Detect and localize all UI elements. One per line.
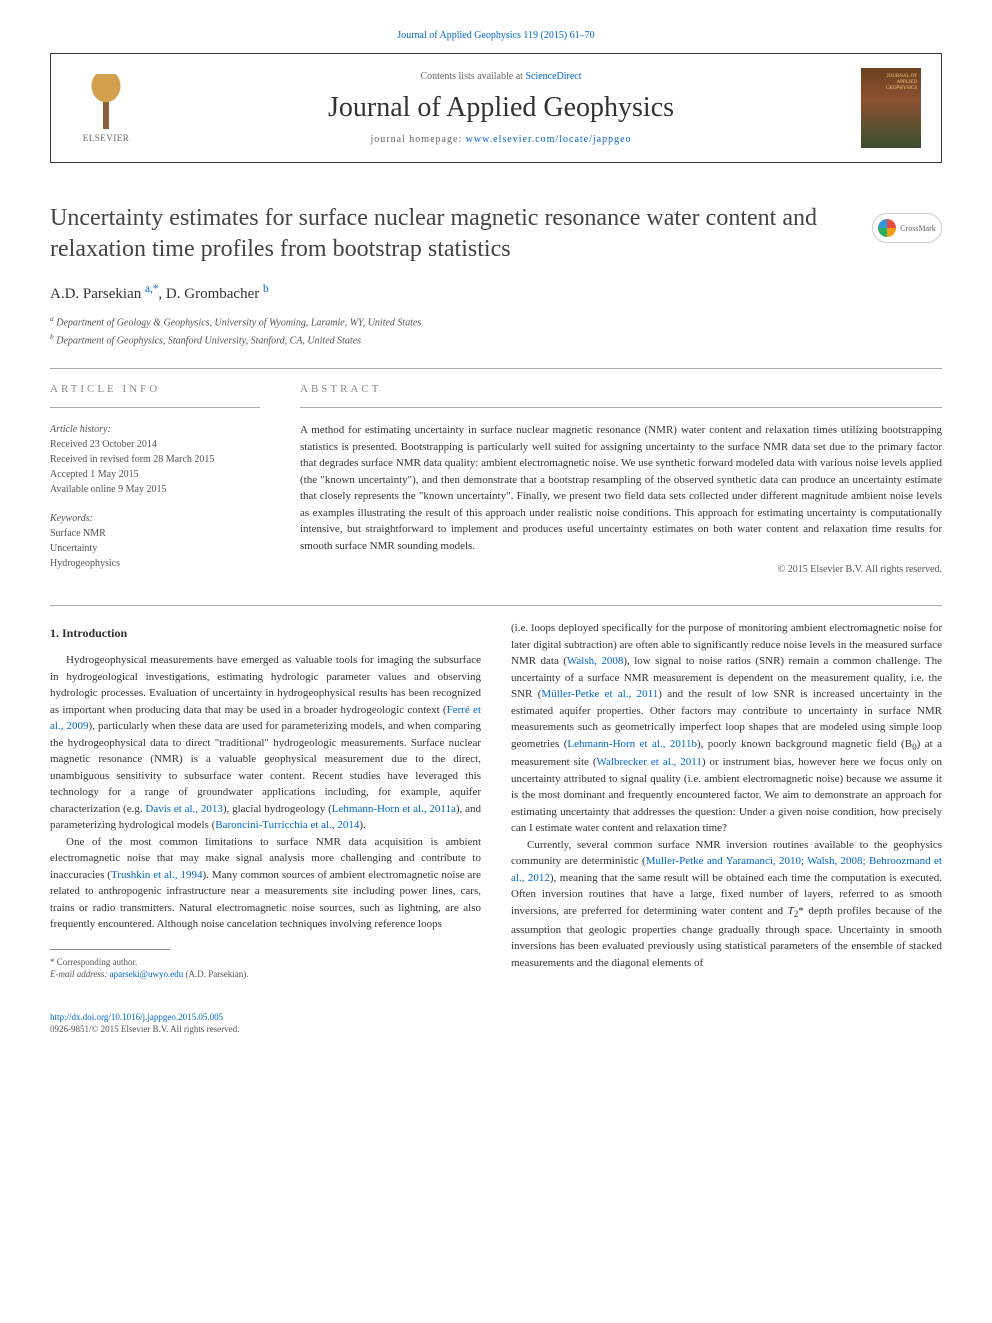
- email-label: E-mail address:: [50, 969, 110, 979]
- article-info-label: article info: [50, 383, 260, 395]
- abstract-column: abstract A method for estimating uncerta…: [300, 383, 942, 575]
- sciencedirect-link[interactable]: ScienceDirect: [525, 71, 581, 82]
- author-2-name: D. Grombacher: [166, 286, 263, 302]
- ref-trushkin-1994[interactable]: Trushkin et al., 1994: [111, 869, 203, 881]
- authors-line: A.D. Parsekian a,*, D. Grombacher b: [50, 283, 942, 303]
- cover-text: JOURNAL OF APPLIED GEOPHYSICS: [886, 74, 917, 92]
- corr-author-email-line: E-mail address: aparseki@uwyo.edu (A.D. …: [50, 968, 481, 981]
- ref-mullerpetke-2011[interactable]: Müller-Petke et al., 2011: [541, 688, 658, 700]
- ref-baroncini-2014[interactable]: Baroncini-Turricchia et al., 2014: [215, 819, 359, 831]
- corr-author-label: * Corresponding author.: [50, 956, 481, 969]
- abstract-copyright: © 2015 Elsevier B.V. All rights reserved…: [300, 564, 942, 575]
- article-title: Uncertainty estimates for surface nuclea…: [50, 203, 830, 265]
- info-abstract-row: article info Article history: Received 2…: [50, 383, 942, 575]
- author-1-affil-sup[interactable]: a,: [145, 283, 153, 295]
- homepage-prefix: journal homepage:: [370, 134, 465, 145]
- contents-prefix: Contents lists available at: [420, 71, 525, 82]
- history-revised: Received in revised form 28 March 2015: [50, 452, 260, 467]
- article-history: Article history: Received 23 October 201…: [50, 422, 260, 497]
- keyword-2: Uncertainty: [50, 541, 260, 556]
- journal-cover-thumbnail: JOURNAL OF APPLIED GEOPHYSICS: [861, 68, 921, 148]
- abstract-text: A method for estimating uncertainty in s…: [300, 422, 942, 554]
- page-footer: http://dx.doi.org/10.1016/j.jappgeo.2015…: [50, 1011, 942, 1036]
- ref-davis-2013[interactable]: Davis et al., 2013: [145, 803, 222, 815]
- body-text-columns: 1. Introduction Hydrogeophysical measure…: [50, 620, 942, 981]
- email-suffix: (A.D. Parsekian).: [183, 969, 248, 979]
- footnote-separator: [50, 949, 170, 950]
- section-heading-1: 1. Introduction: [50, 624, 481, 642]
- author-1-name: A.D. Parsekian: [50, 286, 145, 302]
- journal-title: Journal of Applied Geophysics: [141, 92, 861, 124]
- homepage-link[interactable]: www.elsevier.com/locate/jappgeo: [466, 134, 632, 145]
- ref-walsh-2008[interactable]: Walsh, 2008: [567, 655, 623, 667]
- paragraph-3: (i.e. loops deployed specifically for th…: [511, 620, 942, 837]
- paragraph-2: One of the most common limitations to su…: [50, 834, 481, 933]
- history-online: Available online 9 May 2015: [50, 482, 260, 497]
- keyword-1: Surface NMR: [50, 526, 260, 541]
- history-accepted: Accepted 1 May 2015: [50, 467, 260, 482]
- affiliation-b: b Department of Geophysics, Stanford Uni…: [50, 331, 942, 348]
- cover-line3: GEOPHYSICS: [886, 86, 917, 92]
- journal-homepage: journal homepage: www.elsevier.com/locat…: [141, 134, 861, 145]
- corr-email-link[interactable]: aparseki@uwyo.edu: [110, 969, 184, 979]
- keywords-label: Keywords:: [50, 511, 260, 526]
- body-divider: [50, 605, 942, 606]
- affiliations: a Department of Geology & Geophysics, Un…: [50, 313, 942, 348]
- abstract-divider: [300, 407, 942, 408]
- doi-link[interactable]: http://dx.doi.org/10.1016/j.jappgeo.2015…: [50, 1012, 223, 1022]
- ref-walbrecker-2011[interactable]: Walbrecker et al., 2011: [597, 756, 702, 768]
- header-center: Contents lists available at ScienceDirec…: [141, 71, 861, 145]
- paragraph-4: Currently, several common surface NMR in…: [511, 837, 942, 971]
- abstract-label: abstract: [300, 383, 942, 395]
- contents-line: Contents lists available at ScienceDirec…: [141, 71, 861, 82]
- crossmark-badge[interactable]: CrossMark: [872, 213, 942, 243]
- history-label: Article history:: [50, 422, 260, 437]
- journal-ref-link[interactable]: Journal of Applied Geophysics 119 (2015)…: [397, 30, 594, 41]
- keywords-block: Keywords: Surface NMR Uncertainty Hydrog…: [50, 511, 260, 571]
- history-received: Received 23 October 2014: [50, 437, 260, 452]
- elsevier-tree-icon: [81, 74, 131, 129]
- issn-copyright-line: 0926-9851/© 2015 Elsevier B.V. All right…: [50, 1023, 942, 1036]
- section-divider: [50, 368, 942, 369]
- corresponding-author-footnote: * Corresponding author. E-mail address: …: [50, 956, 481, 981]
- elsevier-logo: ELSEVIER: [71, 68, 141, 148]
- info-divider-1: [50, 407, 260, 408]
- elsevier-label: ELSEVIER: [83, 133, 130, 143]
- keyword-3: Hydrogeophysics: [50, 556, 260, 571]
- author-2-affil-sup[interactable]: b: [263, 283, 269, 295]
- ref-lehmannhorn-2011a[interactable]: Lehmann-Horn et al., 2011a: [332, 803, 456, 815]
- affiliation-a: a Department of Geology & Geophysics, Un…: [50, 313, 942, 330]
- crossmark-icon: [878, 219, 896, 237]
- article-info-column: article info Article history: Received 2…: [50, 383, 260, 575]
- journal-reference: Journal of Applied Geophysics 119 (2015)…: [50, 30, 942, 41]
- journal-header-box: ELSEVIER Contents lists available at Sci…: [50, 53, 942, 163]
- ref-lehmannhorn-2011b[interactable]: Lehmann-Horn et al., 2011b: [567, 738, 697, 750]
- author-sep: ,: [158, 286, 166, 302]
- paragraph-1: Hydrogeophysical measurements have emerg…: [50, 652, 481, 834]
- crossmark-label: CrossMark: [900, 224, 936, 233]
